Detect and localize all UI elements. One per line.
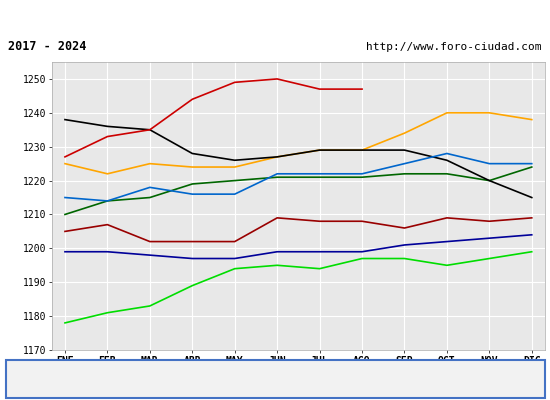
Text: 2023: 2023	[436, 374, 460, 384]
Text: http://www.foro-ciudad.com: http://www.foro-ciudad.com	[366, 42, 542, 52]
Text: 2017: 2017	[31, 374, 56, 384]
Text: Evolucion num de emigrantes en Vélez-Rubio: Evolucion num de emigrantes en Vélez-Rub…	[84, 8, 466, 24]
Text: 2017 - 2024: 2017 - 2024	[8, 40, 87, 54]
Text: 2022: 2022	[368, 374, 393, 384]
Text: 2020: 2020	[233, 374, 258, 384]
FancyBboxPatch shape	[6, 360, 544, 398]
Text: 2018: 2018	[98, 374, 124, 384]
Text: 2024: 2024	[503, 374, 528, 384]
Text: 2019: 2019	[166, 374, 191, 384]
Text: 2021: 2021	[301, 374, 326, 384]
